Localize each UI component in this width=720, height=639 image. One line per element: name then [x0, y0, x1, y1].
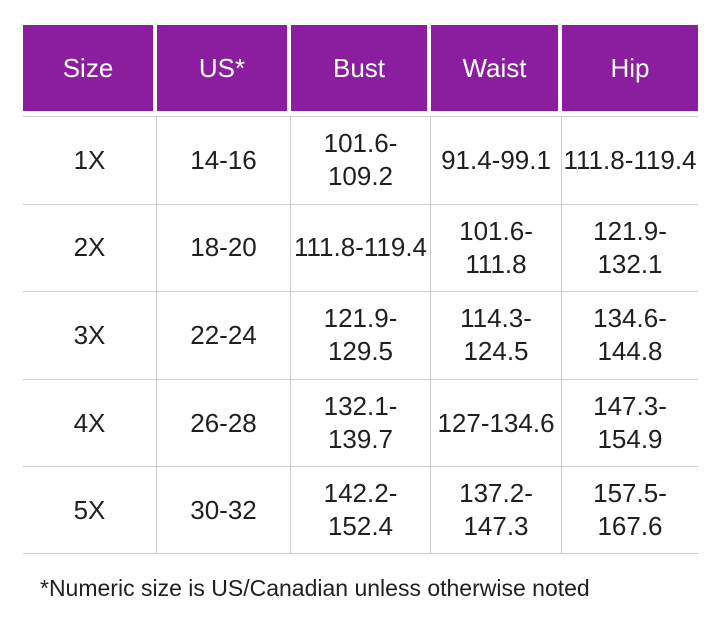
size-chart-footnote: *Numeric size is US/Canadian unless othe…: [40, 575, 590, 601]
column-header-us: US*: [157, 25, 291, 116]
cell-us-5x: 30-32: [157, 466, 291, 554]
cell-hip-3x: 134.6- 144.8: [562, 291, 698, 379]
cell-hip-1x: 111.8-119.4: [562, 116, 698, 204]
column-header-size: Size: [23, 25, 157, 116]
cell-waist-4x: 127-134.6: [431, 378, 562, 467]
cell-us-2x: 18-20: [157, 203, 291, 292]
cell-size-3x: 3X: [23, 291, 157, 379]
size-chart-table: Size US* Bust Waist Hip 1X 14-16 101.6- …: [23, 25, 698, 554]
cell-waist-3x: 114.3- 124.5: [431, 291, 562, 379]
cell-size-4x: 4X: [23, 378, 157, 467]
column-header-bust: Bust: [291, 25, 431, 116]
cell-us-1x: 14-16: [157, 116, 291, 204]
cell-us-4x: 26-28: [157, 378, 291, 467]
cell-hip-5x: 157.5- 167.6: [562, 466, 698, 554]
column-header-hip: Hip: [562, 25, 698, 116]
cell-hip-4x: 147.3- 154.9: [562, 378, 698, 467]
cell-bust-2x: 111.8-119.4: [291, 203, 431, 292]
cell-bust-3x: 121.9- 129.5: [291, 291, 431, 379]
cell-bust-1x: 101.6- 109.2: [291, 116, 431, 204]
cell-waist-1x: 91.4-99.1: [431, 116, 562, 204]
cell-hip-2x: 121.9-132.1: [562, 203, 698, 292]
cell-bust-4x: 132.1- 139.7: [291, 378, 431, 467]
cell-size-2x: 2X: [23, 203, 157, 292]
cell-us-3x: 22-24: [157, 291, 291, 379]
cell-waist-5x: 137.2- 147.3: [431, 466, 562, 554]
cell-waist-2x: 101.6-111.8: [431, 203, 562, 292]
cell-size-1x: 1X: [23, 116, 157, 204]
cell-size-5x: 5X: [23, 466, 157, 554]
cell-bust-5x: 142.2- 152.4: [291, 466, 431, 554]
column-header-waist: Waist: [431, 25, 562, 116]
